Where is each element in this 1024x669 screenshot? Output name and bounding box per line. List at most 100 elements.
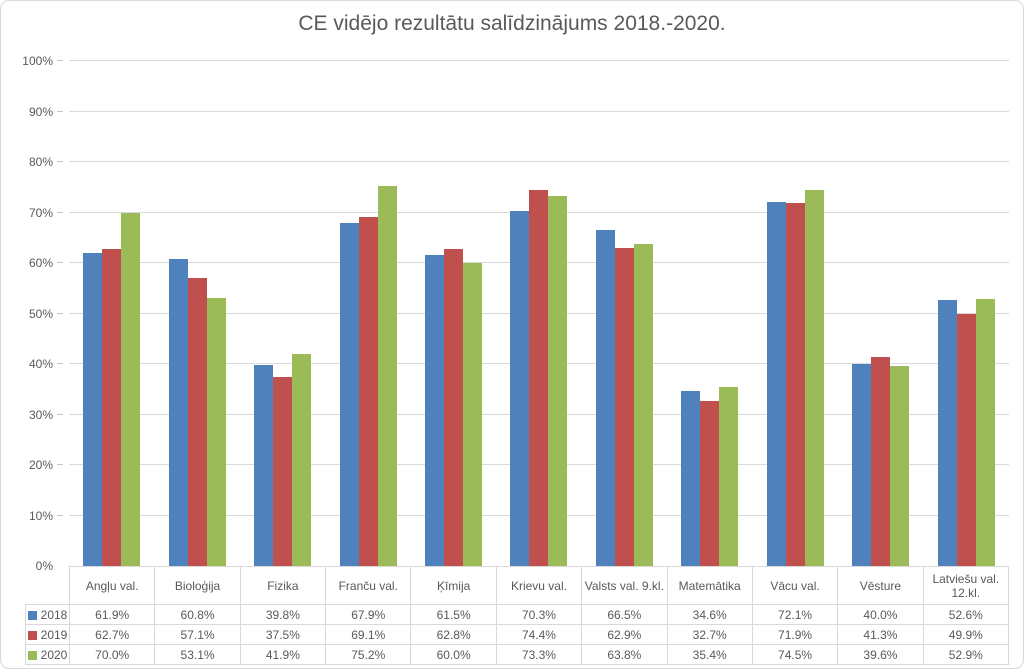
table-row: 2019 62.7% 57.1% 37.5% 69.1% 62.8% 74.4% 62.9% 3…: [25, 624, 1010, 645]
y-axis-tick: [57, 262, 63, 263]
value-cell: 37.5%: [239, 624, 327, 645]
value-cell: 74.4%: [495, 624, 583, 645]
bar-2020: [206, 297, 226, 566]
bar-2020: [633, 243, 653, 566]
y-axis: 0% 10% 20% 30% 40% 50% 60% 70% 80% 90% 100%: [1, 54, 53, 573]
chart-title: CE vidējo rezultātu salīdzinājums 2018.-…: [298, 12, 726, 35]
bar-2019: [358, 217, 378, 566]
bar-2018: [83, 253, 103, 566]
category-header-cell: Krievu val.: [495, 566, 583, 605]
bar-2019: [785, 202, 805, 566]
bar-2018: [168, 258, 188, 566]
bar-group: [667, 61, 752, 566]
bar-2019: [444, 248, 464, 566]
bar-2018: [681, 391, 701, 566]
y-axis-tick: [57, 413, 63, 415]
bar-2019: [700, 400, 720, 566]
bar-2018: [510, 211, 530, 566]
value-cell: 53.1%: [154, 644, 241, 665]
value-cell: 60.8%: [154, 604, 241, 625]
value-cell: 67.9%: [325, 604, 412, 625]
bar-2019: [102, 249, 122, 566]
y-axis-tick: [57, 211, 63, 213]
bar-2020: [890, 366, 910, 566]
value-cell: 52.9%: [922, 644, 1010, 665]
bar-group: [753, 61, 838, 566]
category-header-cell: Matemātika: [666, 566, 753, 605]
value-cell: 72.1%: [751, 604, 839, 625]
gridline: [69, 161, 1009, 162]
y-axis-label: 40%: [28, 357, 53, 371]
y-axis-label: 90%: [28, 104, 53, 119]
value-cell: 63.8%: [581, 644, 668, 665]
category-header-cell: Vācu val.: [751, 566, 839, 605]
value-cell: 60.0%: [410, 644, 497, 665]
table-row: 2020 70.0% 53.1% 41.9% 75.2% 60.0% 73.3% 63.8% 3…: [25, 644, 1010, 665]
category-header-cell: Ķīmija: [410, 566, 497, 605]
bar-group: [325, 61, 410, 566]
plot-area: [57, 60, 1009, 566]
bar-2020: [719, 387, 739, 566]
value-cell: 74.5%: [751, 644, 839, 665]
value-cell: 52.6%: [922, 604, 1010, 625]
bar-2020: [463, 263, 483, 566]
value-cell: 71.9%: [751, 624, 839, 645]
category-header-cell: Fizika: [239, 566, 327, 605]
y-axis-tick: [57, 60, 63, 61]
bar-2019: [614, 248, 634, 566]
value-cell: 39.8%: [239, 604, 327, 625]
table-corner-spacer: [26, 567, 70, 605]
y-axis-label: 10%: [28, 508, 53, 523]
y-axis-tick: [57, 514, 63, 516]
bar-2019: [956, 314, 976, 566]
bar-2019: [187, 277, 207, 566]
bar-2018: [595, 230, 615, 566]
y-axis-label: 70%: [28, 205, 53, 220]
value-cell: 69.1%: [325, 624, 412, 645]
legend-swatch-icon: [27, 630, 37, 640]
legend-cell: 2018: [25, 604, 70, 625]
bar-group: [496, 61, 581, 566]
table-row: 2018 61.9% 60.8% 39.8% 67.9% 61.5% 70.3% 66.5% 3…: [25, 604, 1010, 625]
bar-2018: [852, 364, 872, 566]
value-cell: 62.8%: [410, 624, 497, 645]
category-header-cell: Vēsture: [837, 566, 924, 605]
legend-swatch-icon: [27, 610, 37, 620]
y-axis-label: 60%: [28, 256, 53, 270]
y-axis-label: 80%: [28, 155, 53, 169]
bar-2019: [871, 357, 891, 566]
legend-cell: 2019: [25, 624, 70, 645]
y-axis-label: 20%: [28, 458, 53, 472]
bar-group: [240, 61, 325, 566]
y-axis-label: 0%: [35, 559, 53, 573]
bar-group: [411, 61, 496, 566]
bar-2018: [766, 201, 786, 566]
value-cell: 57.1%: [154, 624, 241, 645]
bar-2020: [975, 298, 995, 566]
bar-2019: [273, 376, 293, 566]
y-axis-label: 50%: [28, 306, 53, 321]
gridline: [69, 60, 1009, 61]
y-axis-tick: [57, 312, 63, 314]
bar-2020: [377, 186, 397, 566]
value-cell: 70.0%: [68, 644, 156, 665]
category-header-cell: Angļu val.: [68, 566, 156, 605]
bar-2020: [548, 195, 568, 566]
bar-2018: [425, 255, 445, 566]
value-cell: 62.7%: [68, 624, 156, 645]
value-cell: 62.9%: [581, 624, 668, 645]
gridline: [69, 110, 1009, 112]
bar-2020: [121, 212, 141, 566]
bar-group: [582, 61, 667, 566]
legend-swatch-icon: [27, 650, 37, 660]
value-cell: 35.4%: [666, 644, 753, 665]
y-axis-label: 100%: [22, 54, 53, 68]
value-cell: 32.7%: [666, 624, 753, 645]
y-axis-label: 30%: [28, 407, 53, 422]
bar-2020: [804, 189, 824, 566]
category-header-cell: Franču val.: [325, 566, 412, 605]
value-cell: 66.5%: [581, 604, 668, 625]
value-cell: 73.3%: [495, 644, 583, 665]
category-header-cell: Bioloģija: [154, 566, 241, 605]
bar-group: [69, 61, 154, 566]
